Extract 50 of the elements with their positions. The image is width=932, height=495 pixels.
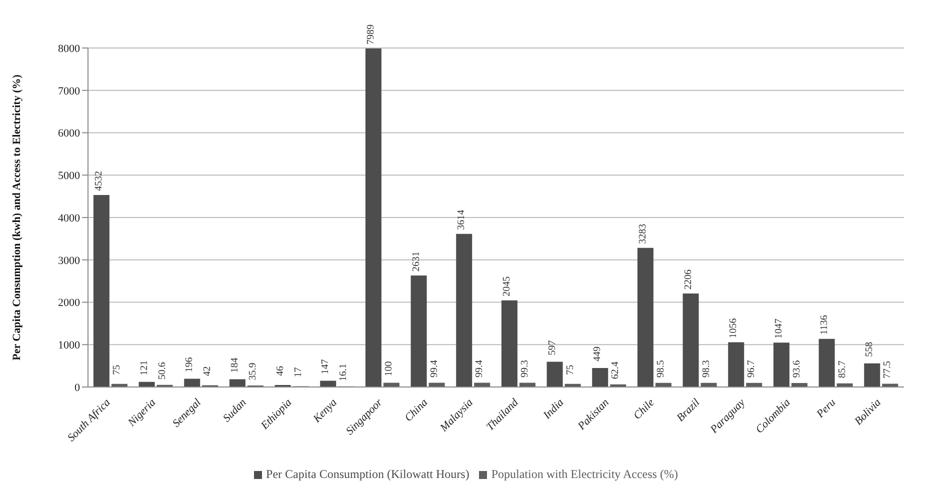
data-label: 449 [592, 346, 604, 362]
data-label: 4532 [93, 170, 104, 191]
legend-label: Population with Electricity Access (%) [491, 467, 678, 481]
data-label: 50.6 [156, 362, 168, 380]
data-label: 3283 [637, 224, 648, 244]
y-tick-label: 5000 [58, 170, 80, 182]
data-label: 100 [383, 361, 394, 376]
data-label: 17 [292, 367, 304, 378]
data-label: 196 [184, 357, 196, 372]
data-label: 1136 [818, 315, 830, 335]
data-label: 77.5 [882, 360, 894, 378]
data-label: 93.6 [791, 360, 802, 378]
data-label: 121 [138, 360, 150, 376]
y-tick-label: 6000 [58, 128, 80, 140]
y-tick-label: 7000 [58, 85, 80, 98]
data-label: 85.7 [836, 360, 848, 378]
data-label: 42 [202, 366, 214, 376]
data-label: 75 [111, 364, 122, 375]
data-label: 2631 [410, 252, 422, 272]
data-label: 98.3 [700, 360, 712, 378]
y-tick-label: 0 [74, 382, 80, 394]
data-label: 46 [274, 366, 286, 376]
y-axis-title: Per Capita Consumption (kwh) and Access to Electricity (%) [10, 74, 23, 360]
y-tick-label: 1000 [58, 340, 80, 352]
data-label: 16.1 [338, 364, 350, 382]
y-tick-label: 4000 [58, 212, 80, 224]
data-label: 99.3 [519, 360, 530, 378]
y-tick-label: 2000 [58, 297, 80, 310]
data-label: 99.4 [428, 360, 440, 378]
data-label: 184 [229, 358, 240, 373]
data-label: 597 [546, 340, 558, 356]
y-tick-label: 8000 [58, 42, 80, 55]
data-label: 558 [864, 342, 876, 357]
x-tick-label: Chile [631, 396, 657, 422]
legend-label: Per Capita Consumption (Kilowatt Hours) [266, 467, 470, 481]
data-label: 62.4 [610, 362, 622, 380]
data-label: 1047 [773, 318, 784, 339]
y-tick-label: 3000 [58, 254, 80, 267]
data-label: 2206 [682, 270, 694, 290]
data-label: 98.5 [655, 360, 666, 378]
data-label: 7989 [365, 24, 376, 44]
data-label: 96.7 [746, 360, 758, 378]
data-label: 75 [564, 364, 576, 375]
data-label: 35.9 [247, 362, 258, 380]
data-label: 2045 [501, 276, 512, 296]
data-label: 99.4 [474, 360, 486, 378]
data-label: 1056 [728, 318, 740, 338]
x-tick-label: Peru [814, 396, 838, 421]
data-label: 3614 [456, 210, 468, 230]
data-label: 147 [320, 359, 332, 374]
